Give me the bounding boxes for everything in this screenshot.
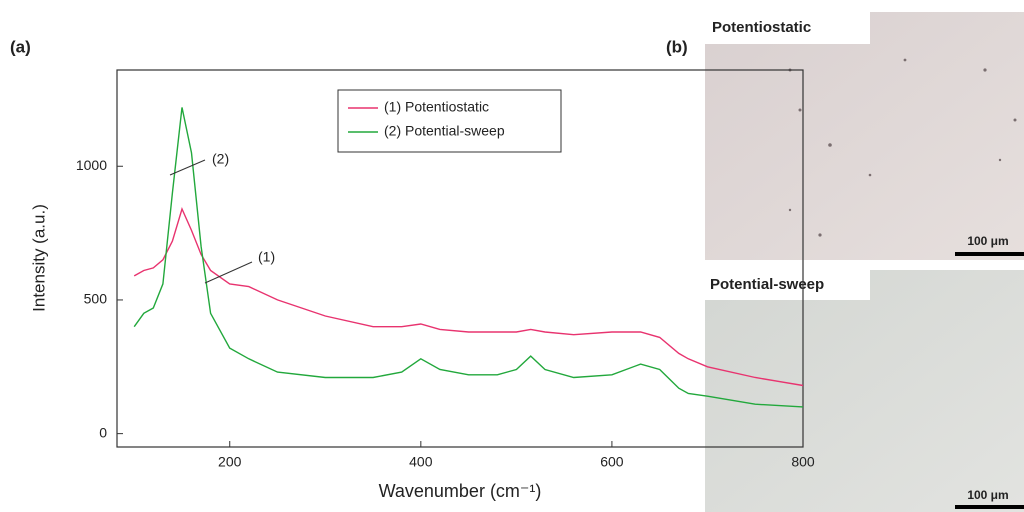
annotation: (2) [212,151,229,167]
data-line [133,107,804,408]
specks [788,58,1017,237]
panel-label: (a) [10,37,31,56]
y-tick-label: 0 [99,424,107,440]
y-axis-label: Intensity (a.u.) [29,204,48,312]
micrograph [705,270,1024,512]
x-axis-label: Wavenumber (cm⁻¹) [379,481,542,501]
x-tick-label: 600 [600,454,624,470]
scale-bar [955,505,1024,509]
y-tick-label: 1000 [76,157,107,173]
annotation: (1) [258,249,275,265]
data-line [133,206,804,387]
scale-bar-label: 100 μm [967,488,1008,502]
image-title-box [705,12,870,44]
plot-frame [116,69,804,448]
legend-box [337,89,562,153]
legend-label: (1) Potentiostatic [384,99,489,115]
legend-label: (2) Potential-sweep [384,123,505,139]
image-title-box [705,270,870,300]
panel-label: (b) [666,37,688,56]
scale-bar-label: 100 μm [967,234,1008,248]
micrograph [705,12,1024,260]
annotation-leader [169,159,206,176]
scale-bar [955,252,1024,256]
image-title: Potential-sweep [710,276,824,293]
x-tick-label: 400 [409,454,433,470]
x-tick-label: 800 [791,454,815,470]
annotation-leader [204,261,253,284]
x-tick-label: 200 [218,454,242,470]
image-title: Potentiostatic [712,19,811,36]
y-tick-label: 500 [84,291,108,307]
